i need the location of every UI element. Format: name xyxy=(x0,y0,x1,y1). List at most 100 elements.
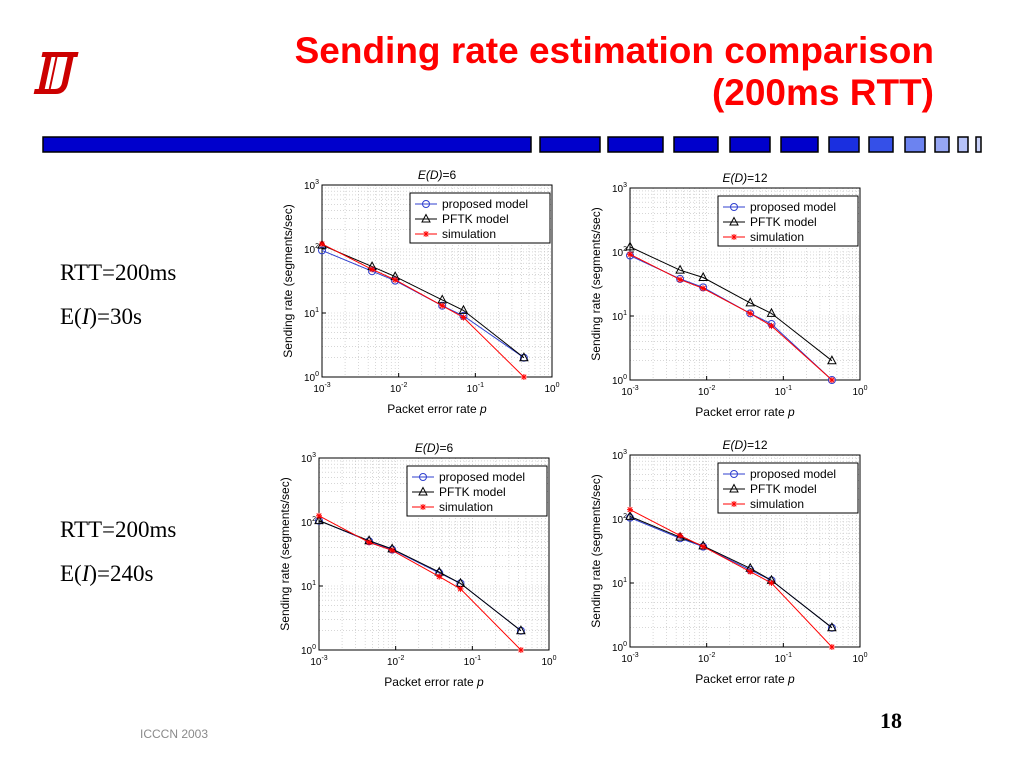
data-point-simulation xyxy=(677,276,684,283)
star-stroke xyxy=(677,532,683,539)
slide-title: Sending rate estimation comparison (200m… xyxy=(295,30,934,114)
legend-marker-proposed xyxy=(419,473,427,481)
grid-lines xyxy=(322,185,552,377)
data-point-simulation xyxy=(369,266,376,273)
y-tick-label: 102 xyxy=(301,516,316,529)
y-tick-label: 103 xyxy=(301,452,316,465)
y-tick-label: 100 xyxy=(612,641,627,654)
series-line-simulation xyxy=(629,509,833,648)
series-line-simulation xyxy=(629,253,833,381)
y-tick-label: 100 xyxy=(304,371,319,384)
star-stroke xyxy=(366,539,372,546)
star-stroke xyxy=(436,573,442,580)
data-point-proposed xyxy=(827,376,836,384)
legend-box xyxy=(717,462,859,514)
series-line-simulation xyxy=(318,515,522,651)
x-tick-label: 10-1 xyxy=(464,655,481,668)
legend-label-simulation: simulation xyxy=(439,500,493,514)
data-point-simulation xyxy=(768,322,775,329)
data-point-simulation xyxy=(457,585,464,592)
star-stroke xyxy=(731,501,737,507)
data-point-pftk xyxy=(516,625,526,635)
x-axis-label: Packet error rate p xyxy=(384,675,484,689)
legend-marker-proposed xyxy=(422,200,430,208)
data-point-proposed xyxy=(438,301,447,310)
y-tick-label: 103 xyxy=(612,182,627,195)
chart-bottom-left: E(D)=6 10-3 10-2 10-1 100 100 101 102 103 Packet … xyxy=(278,441,557,689)
y-axis-label: Sending rate (segments/sec) xyxy=(589,474,603,627)
legend-marker-proposed xyxy=(730,203,738,211)
star-stroke xyxy=(420,504,426,510)
data-point-simulation xyxy=(627,251,633,258)
data-point-pftk xyxy=(625,241,635,251)
data-point-pftk xyxy=(827,622,837,632)
legend-marker-simulation xyxy=(731,234,737,240)
x-tick-label: 10-3 xyxy=(313,382,330,395)
data-point-simulation xyxy=(747,310,754,317)
star-stroke xyxy=(768,323,775,329)
y-tick-label: 101 xyxy=(301,580,316,593)
y-tick-label: 101 xyxy=(304,307,319,320)
data-point-simulation xyxy=(747,568,754,575)
star-stroke xyxy=(423,231,429,237)
legend-marker-pftk xyxy=(729,216,739,226)
x-tick-label: 10-3 xyxy=(621,385,638,398)
legend-marker-simulation xyxy=(731,501,737,507)
chart-top-right: E(D)=12 10-3 10-2 10-1 100 100 101 102 103 Packet… xyxy=(589,171,868,419)
chart-title: E(D)=6 xyxy=(418,168,457,182)
y-tick-label: 102 xyxy=(612,246,627,259)
chart-top-left: E(D)=6 10-3 10-2 10-1 100 100 101 102 103 Packet … xyxy=(281,168,560,416)
star-stroke xyxy=(389,547,395,554)
axes-frame xyxy=(629,187,861,381)
legend-box xyxy=(406,465,548,517)
star-stroke xyxy=(369,266,375,273)
x-tick-label: 100 xyxy=(852,385,867,398)
y-axis-label: Sending rate (segments/sec) xyxy=(278,477,292,630)
star-stroke xyxy=(457,586,464,592)
data-point-simulation xyxy=(316,512,322,519)
data-point-proposed xyxy=(746,309,755,318)
group1-rtt: RTT=200ms xyxy=(60,260,177,285)
slide-title-line1: Sending rate estimation comparison xyxy=(294,30,934,71)
x-tick-label: 10-1 xyxy=(775,385,792,398)
y-tick-label: 101 xyxy=(612,310,627,323)
legend-label-proposed: proposed model xyxy=(750,467,836,481)
data-point-simulation xyxy=(389,547,396,554)
star-stroke xyxy=(518,647,524,653)
x-tick-label: 10-3 xyxy=(621,652,638,665)
star-stroke xyxy=(460,314,467,321)
y-axis-label: Sending rate (segments/sec) xyxy=(589,207,603,360)
x-tick-label: 10-2 xyxy=(387,655,404,668)
axes-frame xyxy=(629,454,861,648)
star-stroke xyxy=(319,241,325,247)
star-stroke xyxy=(627,506,633,513)
star-stroke xyxy=(521,374,527,380)
data-point-simulation xyxy=(520,374,527,380)
star-stroke xyxy=(392,277,398,283)
data-point-simulation xyxy=(828,377,835,383)
x-tick-label: 10-2 xyxy=(698,652,715,665)
data-point-pftk xyxy=(675,264,685,274)
legend-marker-simulation xyxy=(420,504,426,510)
data-point-pftk xyxy=(745,297,756,307)
group2-labels: RTT=200ms E(I)=240s xyxy=(60,515,176,589)
series-line-pftk xyxy=(629,515,833,629)
x-tick-label: 10-3 xyxy=(310,655,327,668)
series-line-simulation xyxy=(321,243,525,378)
chart-title: E(D)=6 xyxy=(415,441,454,455)
x-tick-label: 100 xyxy=(541,655,556,668)
legend-label-pftk: PFTK model xyxy=(442,212,509,226)
series-line-pftk xyxy=(629,246,833,362)
x-axis-label: Packet error rate p xyxy=(387,402,487,416)
data-point-simulation xyxy=(768,580,775,586)
data-point-simulation xyxy=(392,276,399,283)
data-point-pftk xyxy=(766,307,777,317)
data-point-simulation xyxy=(439,302,446,309)
legend-box xyxy=(717,195,859,247)
y-tick-label: 102 xyxy=(612,513,627,526)
x-tick-label: 10-1 xyxy=(775,652,792,665)
y-tick-label: 103 xyxy=(612,449,627,462)
data-point-pftk xyxy=(698,271,708,281)
